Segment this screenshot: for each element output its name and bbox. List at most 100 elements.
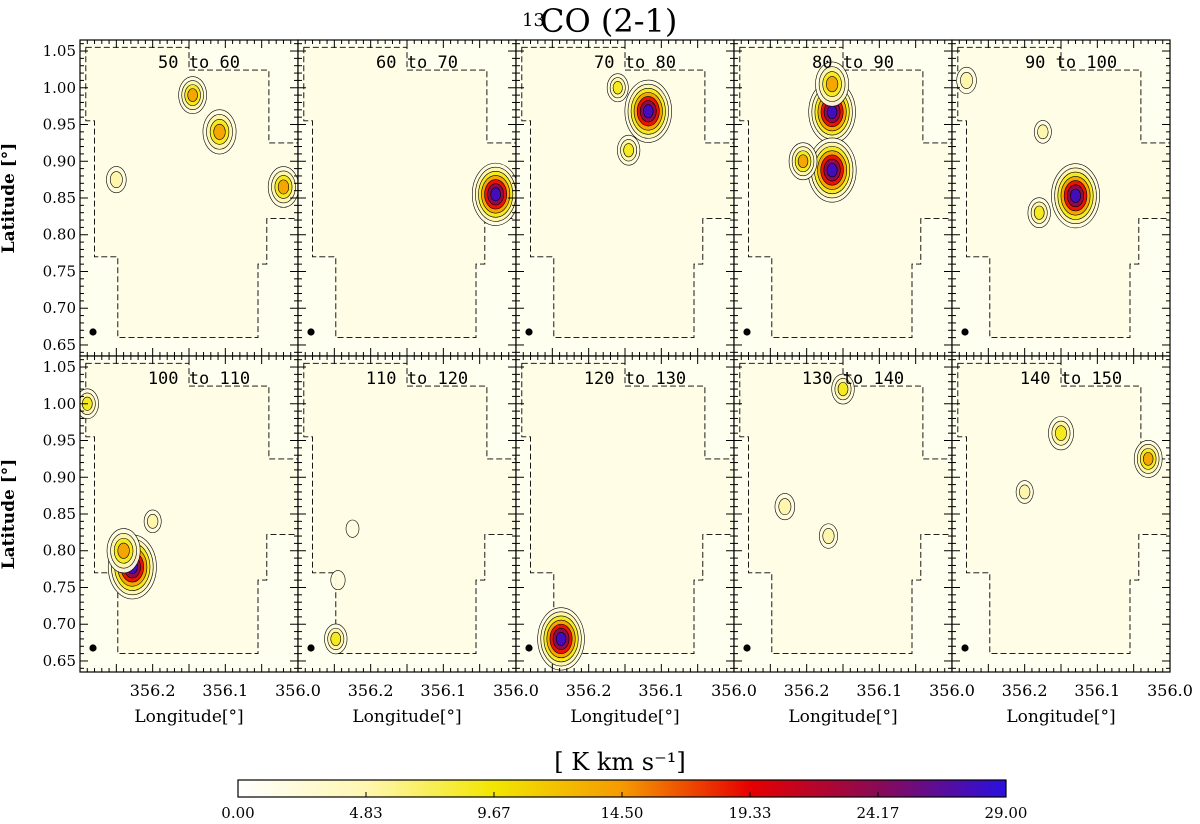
panel-map (739, 46, 952, 339)
x-axis-label: Longitude[°] (788, 707, 897, 727)
contour-level (490, 187, 501, 202)
axis-ticks (515, 40, 735, 356)
contour-level (822, 528, 835, 544)
beam-marker (89, 644, 97, 652)
beam-marker (743, 644, 751, 652)
contour-level (330, 631, 342, 646)
contour-level (330, 570, 346, 591)
emission-peak (831, 373, 855, 405)
emission-peak (818, 523, 838, 549)
emission-peak (267, 166, 298, 208)
axis-ticks (515, 356, 735, 672)
channel-panel: 140 to 150 356.2 356.1 356.0 Longitude[°] (951, 355, 1193, 727)
axis-ticks (951, 356, 1171, 672)
contour-level (623, 143, 634, 158)
x-tick-label: 356.0 (493, 681, 539, 700)
survey-footprint (957, 362, 1170, 655)
emission-peak (617, 134, 641, 166)
colorbar: [ K km s⁻¹] 0.00 4.83 9.67 14.50 19.33 24.17 2… (221, 748, 1027, 822)
y-tick-label: 0.90 (43, 468, 76, 486)
contour-level (1070, 188, 1081, 203)
axis-ticks (79, 356, 299, 672)
beam-marker (89, 328, 97, 336)
velocity-label: 140 to 150 (1020, 369, 1122, 389)
beam-marker (743, 328, 751, 336)
x-tick-label: 356.0 (711, 681, 757, 700)
axis-ticks (79, 40, 299, 356)
emission-peak (202, 109, 237, 155)
x-tick-label: 356.2 (130, 681, 176, 700)
channel-panel: 50 to 60 1.05 1.00 0.95 0.90 0.85 0.80 0.75 0.70… (0, 39, 299, 357)
x-tick-label: 356.1 (856, 681, 902, 700)
emission-peak (807, 137, 857, 203)
channel-panel: 120 to 130 356.2 356.1 356.0 Longitude[°] (515, 355, 757, 727)
contour-level (555, 632, 567, 646)
channel-panel: 130 to 140 356.2 356.1 356.0 Longitude[°] (733, 355, 975, 727)
panel-grid: 50 to 60 1.05 1.00 0.95 0.90 0.85 0.80 0.75 0.70… (0, 39, 1193, 727)
x-tick-label: 356.2 (348, 681, 394, 700)
contour-level (837, 382, 849, 397)
contour-level (277, 179, 290, 195)
emission-peak (80, 388, 99, 420)
contour-level (213, 123, 226, 140)
x-tick-label: 356.1 (638, 681, 684, 700)
y-tick-label: 1.05 (43, 42, 76, 60)
y-tick-label: 0.80 (43, 542, 76, 560)
emission-peak (788, 142, 818, 181)
emission-peak (330, 570, 346, 591)
contour-level (1033, 205, 1045, 220)
y-tick-label: 0.70 (43, 615, 76, 633)
axis-ticks (951, 40, 1171, 356)
contour-level (826, 105, 838, 119)
x-tick-label: 356.0 (275, 681, 321, 700)
velocity-label: 110 to 120 (366, 369, 468, 389)
y-tick-label: 0.80 (43, 226, 76, 244)
velocity-label: 60 to 70 (376, 53, 458, 73)
colorbar-tick-label: 4.83 (349, 804, 382, 822)
x-tick-label: 356.2 (784, 681, 830, 700)
survey-footprint (303, 46, 516, 339)
contour-level (1055, 425, 1067, 441)
y-tick-label: 0.75 (43, 262, 76, 280)
panel-map (303, 46, 516, 339)
x-tick-label: 356.1 (1074, 681, 1120, 700)
contour-level (826, 162, 838, 178)
channel-panel: 70 to 80 (515, 39, 735, 357)
contour-level (1019, 484, 1031, 500)
velocity-label: 100 to 110 (148, 369, 250, 389)
contour-level (643, 104, 654, 119)
x-axis-label: Longitude[°] (1006, 707, 1115, 727)
emission-peak (815, 61, 850, 107)
emission-peak (324, 623, 348, 655)
panel-map (521, 46, 734, 339)
emission-peak (143, 509, 162, 534)
channel-panel: 90 to 100 (951, 39, 1171, 357)
survey-footprint (303, 362, 516, 655)
beam-marker (525, 328, 533, 336)
velocity-label: 120 to 130 (584, 369, 686, 389)
axis-ticks (733, 40, 953, 356)
y-tick-label: 1.00 (43, 395, 76, 413)
contour-level (117, 542, 130, 559)
colorbar-label: [ K km s⁻¹] (554, 748, 685, 776)
x-tick-label: 356.1 (420, 681, 466, 700)
emission-peak (1048, 416, 1074, 451)
y-axis-label: Latitude [°] (0, 459, 19, 570)
channel-panel: 60 to 70 (297, 39, 517, 357)
panel-map (85, 46, 298, 339)
title-superscript: 13 (522, 10, 545, 31)
emission-peak (1133, 439, 1163, 478)
x-tick-label: 356.0 (929, 681, 975, 700)
y-tick-label: 0.95 (43, 116, 76, 134)
x-tick-label: 356.0 (1147, 681, 1193, 700)
survey-footprint (521, 362, 734, 655)
panel-map (956, 46, 1170, 339)
y-tick-label: 0.85 (43, 189, 76, 207)
velocity-label: 70 to 80 (594, 53, 676, 73)
contour-level (1037, 124, 1049, 140)
y-tick-label: 0.65 (43, 336, 76, 354)
panel-map (80, 362, 298, 655)
contour-level (778, 498, 792, 516)
emission-peak (345, 519, 360, 538)
